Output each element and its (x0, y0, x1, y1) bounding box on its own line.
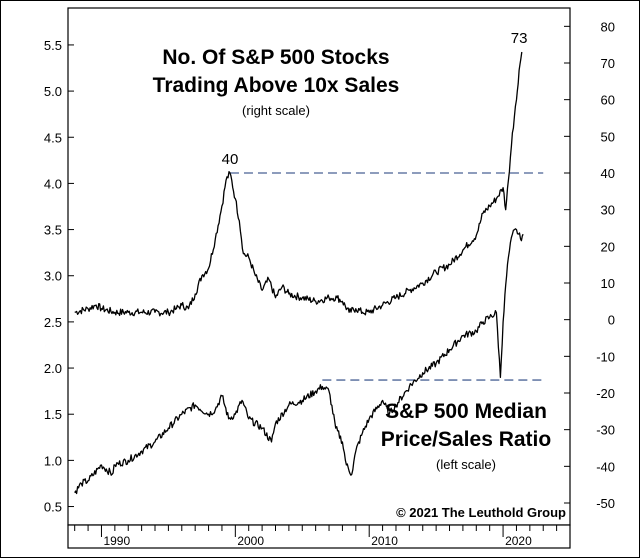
right-tick-label: -20 (596, 386, 615, 401)
right-tick-label: 40 (601, 166, 615, 181)
right-tick-label: 0 (608, 313, 615, 328)
x-axis: 1990 2000 2010 2020 (74, 525, 571, 548)
right-tick-label: -10 (596, 349, 615, 364)
x-tick-label: 2000 (237, 534, 264, 548)
left-tick-label: 1.0 (44, 453, 62, 468)
left-tick-label: 3.5 (44, 223, 62, 238)
right-tick-label: 80 (601, 19, 615, 34)
series-line-1 (74, 51, 523, 317)
right-tick-label: -40 (596, 459, 615, 474)
x-tick-label: 2010 (371, 534, 398, 548)
left-tick-label: 5.0 (44, 84, 62, 99)
x-tick-label: 1990 (103, 534, 130, 548)
reference-lines (229, 172, 544, 381)
right-tick-label: 10 (601, 276, 615, 291)
title-note: (right scale) (242, 103, 310, 118)
right-tick-label: -30 (596, 423, 615, 438)
title-line-2: Trading Above 10x Sales (153, 74, 400, 97)
series2-label-line-2: Price/Sales Ratio (381, 428, 551, 451)
left-tick-label: 1.5 (44, 407, 62, 422)
left-tick-label: 3.0 (44, 269, 62, 284)
right-tick-label: 60 (601, 93, 615, 108)
right-tick-label: -50 (596, 496, 615, 511)
series2-label-note: (left scale) (436, 457, 496, 472)
left-axis: 0.5 1.0 1.5 2.0 2.5 3.0 3.5 4.0 4.5 5.0 5.5 (44, 38, 74, 515)
series-line-2 (74, 228, 524, 495)
right-tick-label: 70 (601, 56, 615, 71)
left-tick-label: 4.0 (44, 176, 62, 191)
x-axis-band (67, 524, 571, 549)
left-tick-label: 0.5 (44, 500, 62, 515)
left-tick-label: 2.0 (44, 361, 62, 376)
left-tick-label: 4.5 (44, 130, 62, 145)
plot-area-frame (67, 7, 571, 526)
left-tick-label: 2.5 (44, 315, 62, 330)
annotations: 40 73 (222, 30, 528, 168)
right-tick-label: 20 (601, 239, 615, 254)
x-tick-label: 2020 (505, 534, 532, 548)
right-axis: -50 -40 -30 -20 -10 0 10 20 30 40 50 60 70 80 (564, 19, 615, 511)
left-tick-label: 5.5 (44, 38, 62, 53)
annotation-label: 40 (222, 151, 239, 168)
series-layer (74, 51, 524, 495)
copyright: © 2021 The Leuthold Group (396, 505, 566, 520)
series2-label-line-1: S&P 500 Median (385, 400, 547, 423)
annotation-label: 73 (511, 30, 528, 47)
right-tick-label: 30 (601, 203, 615, 218)
title-line-1: No. Of S&P 500 Stocks (162, 46, 389, 69)
right-tick-label: 50 (601, 129, 615, 144)
